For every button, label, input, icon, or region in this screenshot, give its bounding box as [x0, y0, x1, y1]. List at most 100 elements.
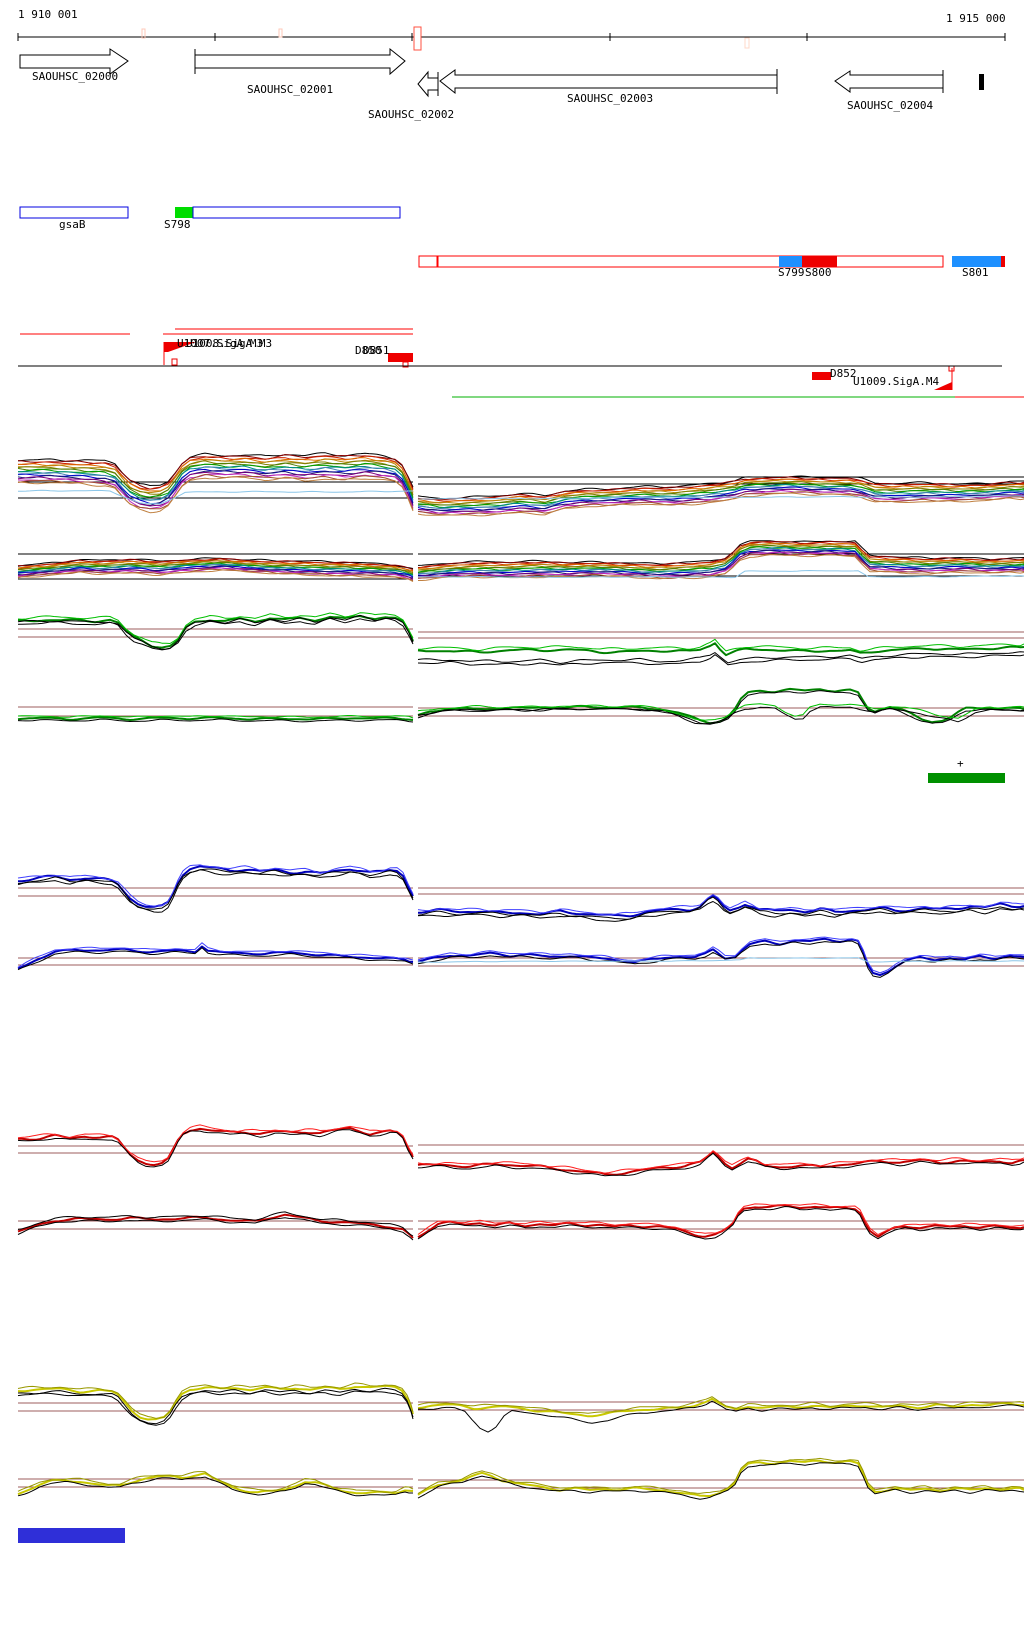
coverage-line — [17, 1126, 414, 1167]
gene-fragment[interactable] — [979, 74, 984, 90]
feature-operon-start[interactable] — [418, 255, 438, 268]
coverage-line — [417, 545, 1024, 573]
coverage-line — [17, 565, 414, 578]
coverage-line — [17, 718, 414, 723]
feature-label: S798 — [164, 218, 191, 231]
coverage-line — [417, 642, 1024, 657]
feature-S799[interactable] — [779, 256, 802, 267]
coverage-line — [18, 558, 414, 570]
tss-label: U1007.SigA.M3 — [177, 337, 264, 350]
coverage-line — [17, 1124, 414, 1163]
ruler-end-coordinate: 1 915 000 — [946, 12, 1006, 25]
gene-arrow-SAOUHSC_02000[interactable] — [19, 48, 129, 75]
coverage-line — [17, 612, 414, 644]
coverage-line — [417, 490, 1024, 515]
coverage-line — [17, 1382, 414, 1419]
gene-label: SAOUHSC_02004 — [847, 99, 934, 112]
coverage-line — [418, 1400, 1024, 1433]
coverage-line — [417, 1457, 1024, 1495]
coverage-line — [17, 460, 414, 496]
ruler-mark — [278, 28, 283, 38]
coverage-line — [17, 1129, 414, 1168]
legend-green-box[interactable] — [928, 773, 1005, 783]
coverage-line — [417, 651, 1024, 664]
tss-label: D851 — [363, 344, 390, 357]
coverage-line — [17, 945, 414, 970]
coverage-line — [17, 947, 414, 971]
bottom-blue-bar[interactable] — [18, 1528, 125, 1543]
coverage-line — [417, 638, 1024, 652]
feature-D852-box[interactable] — [812, 372, 831, 380]
feature-S801-end[interactable] — [1001, 256, 1005, 267]
gene-arrow-SAOUHSC_02004[interactable] — [834, 70, 944, 93]
tss-label: D852 — [830, 367, 857, 380]
tss-mark[interactable] — [171, 358, 178, 366]
tss-mark[interactable] — [402, 361, 409, 368]
coverage-line — [17, 864, 414, 907]
coverage-line — [417, 492, 1024, 517]
coverage-line — [417, 1152, 1024, 1177]
coverage-line — [17, 569, 414, 582]
gene-label: SAOUHSC_02002 — [368, 108, 455, 121]
coverage-line — [417, 1203, 1024, 1236]
feature-D851-box[interactable] — [388, 353, 413, 362]
coverage-line — [17, 1390, 414, 1426]
coverage-line — [17, 617, 414, 651]
coverage-line — [417, 551, 1024, 579]
coverage-line — [17, 942, 414, 968]
feature-S801[interactable] — [952, 256, 1001, 267]
coverage-line — [417, 1397, 1024, 1418]
coverage-line — [417, 894, 1024, 916]
gene-label: SAOUHSC_02001 — [247, 83, 334, 96]
coverage-line — [17, 1472, 414, 1496]
gene-arrow-SAOUHSC_02003[interactable] — [439, 69, 778, 95]
gene-arrow-SAOUHSC_02002[interactable] — [417, 70, 439, 98]
feature-label: S801 — [962, 266, 989, 279]
coverage-line — [17, 716, 414, 721]
coverage-line — [17, 614, 414, 650]
tss-flag — [934, 382, 952, 390]
feature-S798-leader[interactable] — [175, 207, 193, 218]
ruler-mark — [744, 37, 750, 49]
strand-plus-label: + — [957, 757, 964, 770]
coverage-line — [17, 1476, 413, 1497]
coverage-line — [417, 654, 1024, 666]
coverage-line — [417, 901, 1024, 922]
gene-arrow-SAOUHSC_02001[interactable] — [194, 47, 406, 76]
coverage-line — [17, 715, 414, 719]
coverage-line — [17, 1471, 414, 1493]
feature-S798[interactable] — [192, 206, 401, 219]
tss-label: U1008.SigA.M3 — [186, 337, 273, 350]
coverage-line — [417, 957, 1024, 963]
coverage-line — [417, 703, 1024, 721]
coverage-line — [17, 557, 414, 569]
coverage-line — [417, 690, 1024, 725]
ruler-highlight-box[interactable] — [413, 26, 422, 51]
gene-label: SAOUHSC_02003 — [567, 92, 654, 105]
coverage-line — [417, 687, 1024, 725]
feature-S800[interactable] — [802, 256, 837, 267]
coverage-line — [417, 1206, 1024, 1240]
coverage-line — [17, 489, 413, 505]
coverage-line — [417, 1150, 1024, 1174]
coverage-line — [417, 495, 1024, 500]
coverage-line — [417, 706, 1024, 725]
feature-label: gsaB — [59, 218, 86, 231]
coverage-line — [17, 1213, 414, 1239]
coverage-line — [417, 1462, 1024, 1500]
feature-label: S800 — [805, 266, 832, 279]
coverage-line — [417, 1396, 1024, 1414]
tss-label: U1009.SigA.M4 — [853, 375, 940, 388]
coverage-line — [417, 482, 1024, 506]
coverage-line — [17, 869, 414, 913]
coverage-line — [417, 894, 1024, 918]
coverage-line — [17, 471, 414, 507]
feature-operon[interactable] — [437, 255, 944, 268]
feature-label: S799 — [778, 266, 805, 279]
feature-gsaB[interactable] — [19, 206, 129, 219]
coverage-line — [417, 1204, 1024, 1238]
tss-flag — [164, 342, 196, 352]
coverage-line — [17, 476, 414, 514]
